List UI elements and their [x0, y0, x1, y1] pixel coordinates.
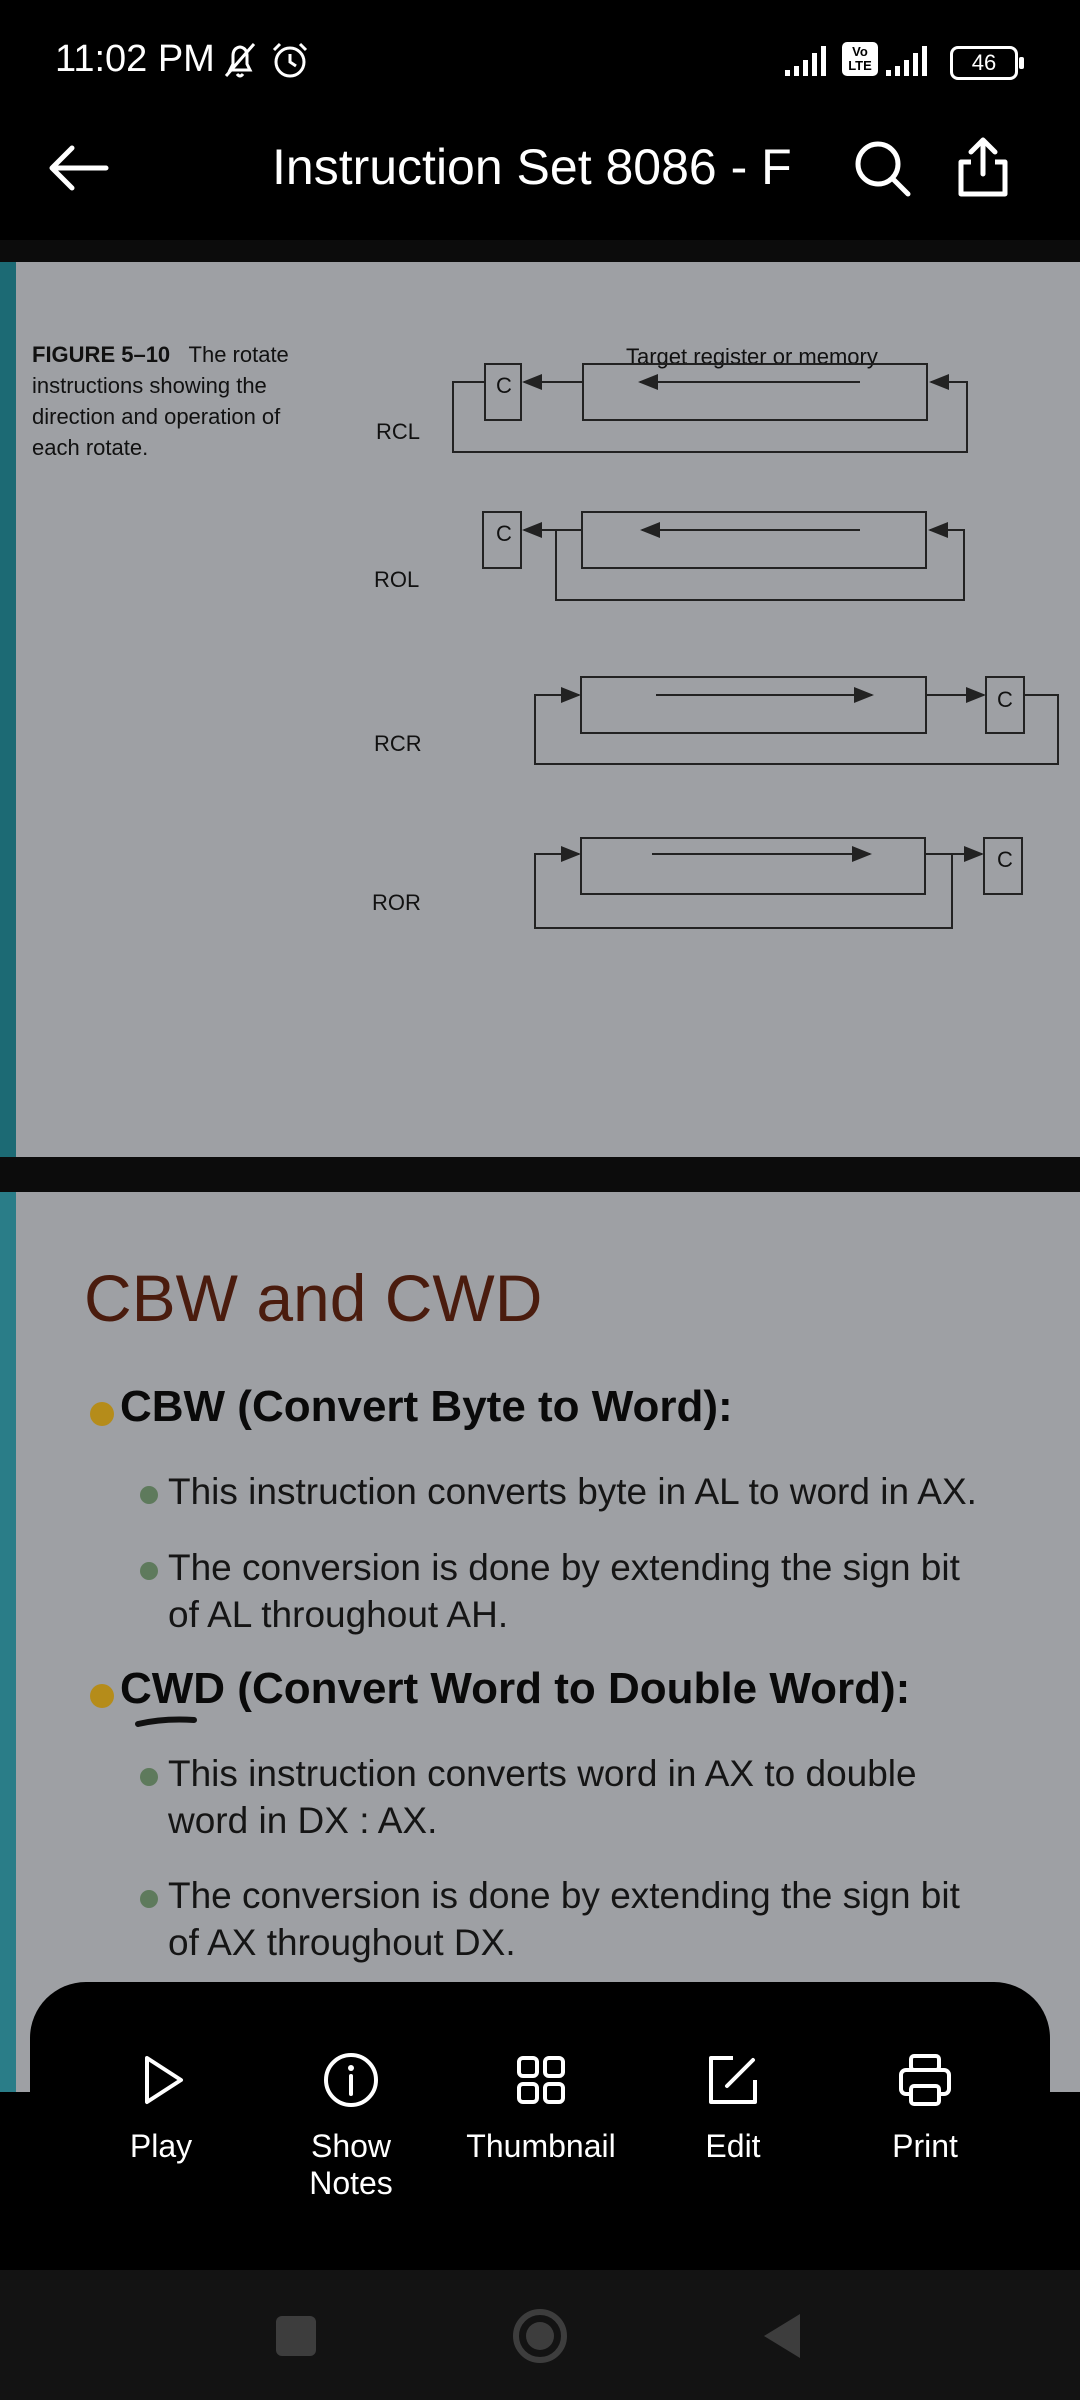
sub-bullet-dot — [140, 1890, 158, 1908]
row-label-rol: ROL — [374, 567, 420, 592]
bell-muted-icon — [224, 43, 256, 78]
printer-icon — [899, 2054, 951, 2106]
show-notes-button[interactable]: Show Notes — [256, 2050, 446, 2202]
bottom-toolbar — [30, 1982, 1050, 2238]
print-label: Print — [892, 2128, 958, 2164]
sub-bullet-text: This instruction converts word in AX to … — [168, 1753, 917, 1794]
edit-label: Edit — [705, 2128, 761, 2164]
edit-button[interactable]: Edit — [638, 2050, 828, 2165]
signal-icon — [785, 46, 826, 76]
figure-caption: FIGURE 5–10 The rotate instructions show… — [32, 342, 289, 460]
carry-label: C — [496, 521, 512, 546]
grid-icon — [517, 2056, 565, 2104]
signal-icon-2 — [886, 46, 927, 76]
volte-icon: Vo LTE — [842, 42, 878, 76]
home-button[interactable] — [510, 2306, 570, 2366]
sub-bullet-dot — [140, 1486, 158, 1504]
thumbnail-label: Thumbnail — [466, 2128, 616, 2164]
slide-edge — [0, 1192, 16, 2092]
bullet-dot — [90, 1684, 114, 1708]
edit-icon — [709, 2056, 757, 2104]
bullet-dot — [90, 1402, 114, 1426]
sub-bullet-text: This instruction converts byte in AL to … — [168, 1471, 977, 1512]
sub-bullet-text: The conversion is done by extending the … — [168, 1875, 960, 1916]
sub-bullet-dot — [140, 1768, 158, 1786]
row-label-rcl: RCL — [376, 419, 421, 444]
thumbnail-button[interactable]: Thumbnail — [446, 2050, 636, 2165]
sub-bullet-text: of AX throughout DX. — [168, 1922, 516, 1963]
document-title: Instruction Set 8086 - F — [272, 139, 792, 195]
back-arrow-icon[interactable] — [44, 140, 114, 196]
status-bar — [0, 0, 1080, 120]
slide-1[interactable]: FIGURE 5–10 The rotate instructions show… — [0, 262, 1080, 1157]
row-label-rcr: RCR — [374, 731, 422, 756]
recents-button[interactable] — [276, 2316, 316, 2356]
ink-underline — [135, 1716, 197, 1727]
sub-bullet-text: word in DX : AX. — [168, 1800, 438, 1841]
sub-bullet-text: of AL throughout AH. — [168, 1594, 509, 1635]
search-icon[interactable] — [852, 138, 912, 198]
alarm-icon — [272, 42, 308, 78]
carry-label: C — [997, 847, 1013, 872]
bullet-cwd: CWD (Convert Word to Double Word): — [120, 1664, 911, 1713]
play-label: Play — [129, 2128, 193, 2164]
status-time: 11:02 PM — [55, 38, 215, 80]
info-icon — [324, 2053, 378, 2107]
battery-indicator: 46 — [950, 46, 1024, 80]
carry-label: C — [496, 373, 512, 398]
bullet-cbw: CBW (Convert Byte to Word): — [120, 1382, 733, 1431]
slide-edge — [0, 262, 16, 1157]
show-notes-label: Show Notes — [309, 2128, 393, 2201]
slide-2[interactable]: CBW and CWD CBW (Convert Byte to Word): … — [0, 1192, 1080, 2092]
back-nav-button[interactable] — [760, 2310, 804, 2362]
row-label-ror: ROR — [372, 890, 421, 915]
print-button[interactable]: Print — [830, 2050, 1020, 2165]
play-icon — [145, 2056, 183, 2104]
slide-title: CBW and CWD — [84, 1261, 543, 1335]
share-icon[interactable] — [955, 136, 1011, 198]
carry-label: C — [997, 687, 1013, 712]
play-button[interactable]: Play — [66, 2050, 256, 2165]
sub-bullet-dot — [140, 1562, 158, 1580]
app-bar — [0, 120, 1080, 240]
rotate-diagram — [452, 363, 1059, 929]
sub-bullet-text: The conversion is done by extending the … — [168, 1547, 960, 1588]
